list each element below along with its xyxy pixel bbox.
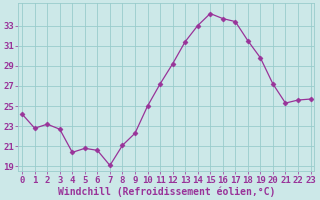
X-axis label: Windchill (Refroidissement éolien,°C): Windchill (Refroidissement éolien,°C) [58,186,275,197]
